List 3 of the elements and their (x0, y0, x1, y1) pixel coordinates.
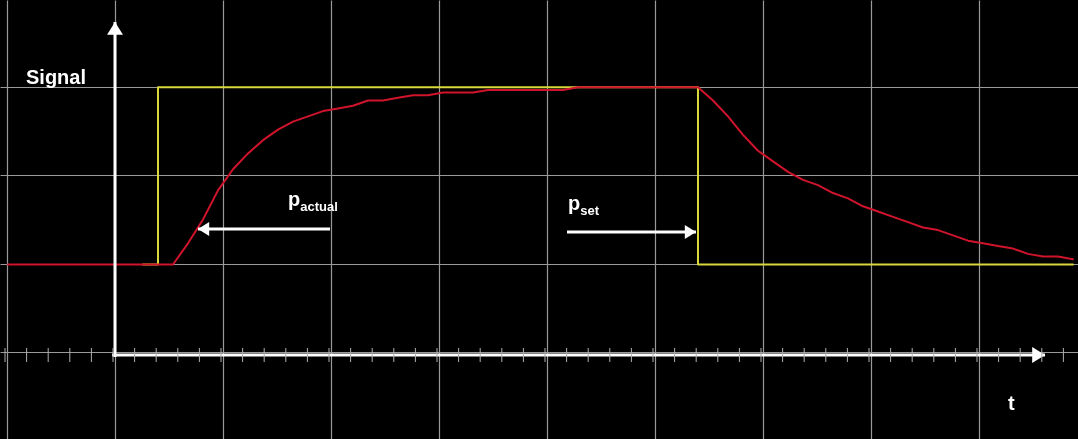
annotation: p$_{set}$ (568, 192, 600, 218)
y-axis-title: Signal (26, 66, 87, 89)
x-axis-title: t (1008, 392, 1015, 415)
